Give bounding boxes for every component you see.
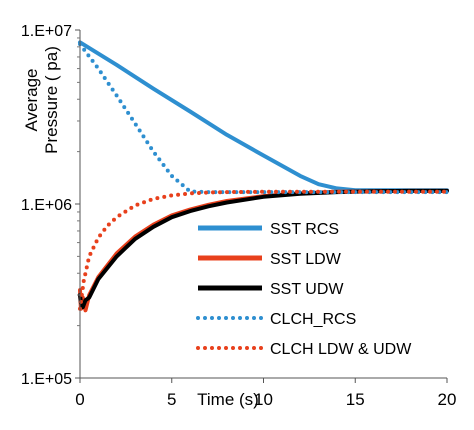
series-line-5 <box>78 189 449 311</box>
series-line-4 <box>78 42 449 195</box>
x-tick-label: 0 <box>75 390 84 409</box>
x-ticks: 0 5 10 15 20 <box>75 378 456 409</box>
y-tick-label: 1.E+07 <box>21 23 72 40</box>
legend-label: SST LDW <box>270 251 342 268</box>
y-axis-label-line2: Pressure ( pa) <box>42 46 61 154</box>
x-tick-label: 20 <box>438 390 457 409</box>
series-line-1 <box>78 40 449 193</box>
series-line-2 <box>78 188 449 313</box>
legend: SST RCS SST LDW SST UDW CLCH_RCS CLCH LDW & … <box>196 221 412 358</box>
y-tick-label: 1.E+06 <box>21 197 72 214</box>
y-axis-label-line1: Average <box>22 68 41 131</box>
legend-label: CLCH LDW & UDW <box>270 341 412 358</box>
legend-label: SST RCS <box>270 221 339 238</box>
x-tick-label: 15 <box>346 390 365 409</box>
series-layer <box>78 40 449 313</box>
y-tick-label: 1.E+05 <box>21 371 72 388</box>
x-tick-label: 10 <box>254 390 273 409</box>
legend-label: CLCH_RCS <box>270 311 356 328</box>
x-tick-label: 5 <box>167 390 176 409</box>
y-ticks: 1.E+05 1.E+06 1.E+07 <box>21 23 80 388</box>
axes-layer <box>79 30 447 379</box>
series-line-3 <box>78 188 449 310</box>
legend-label: SST UDW <box>270 281 344 298</box>
x-axis-label: Time (s) <box>197 390 259 409</box>
